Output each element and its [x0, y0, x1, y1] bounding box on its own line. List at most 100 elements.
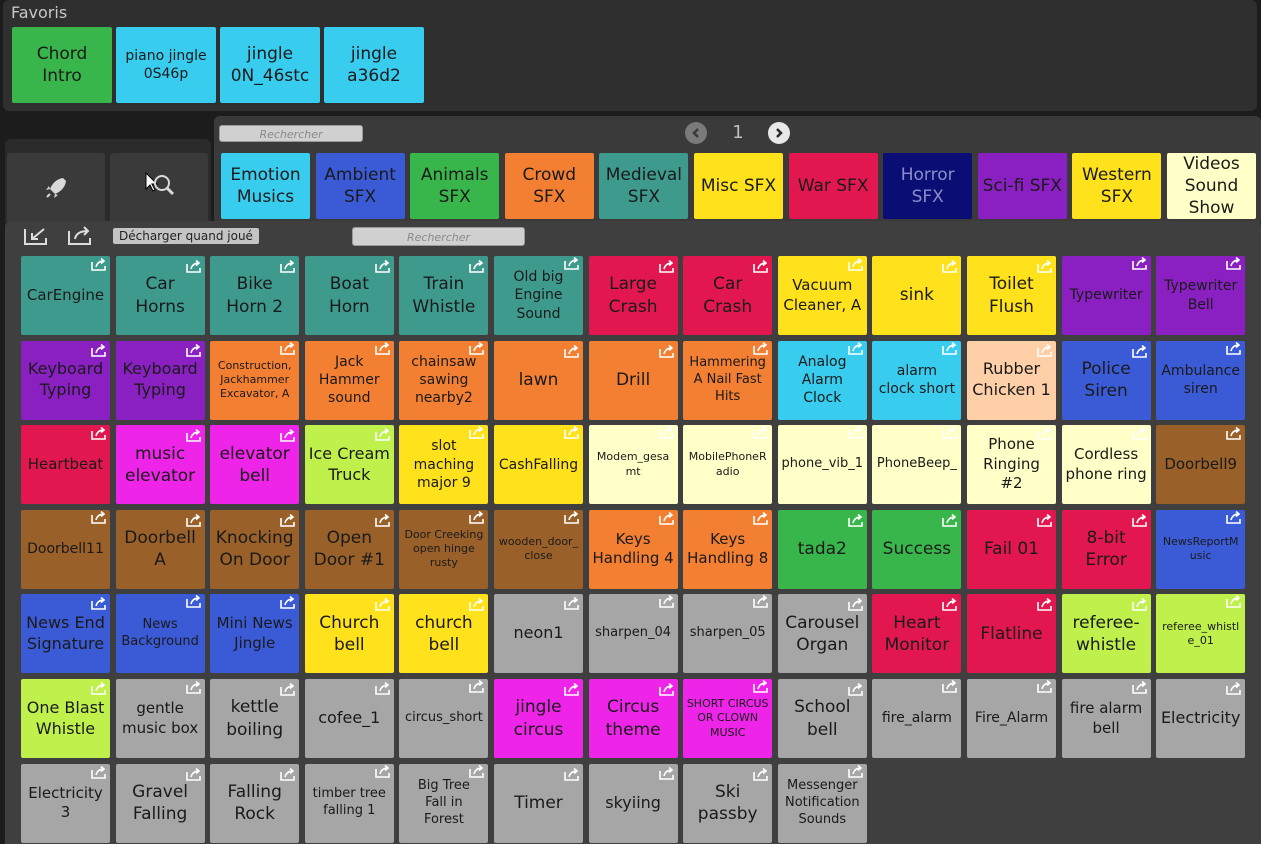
export-icon[interactable]: [185, 426, 202, 442]
export-icon[interactable]: [753, 679, 769, 693]
sound-tile[interactable]: Typewriter: [1061, 256, 1151, 335]
sound-tile[interactable]: Flatline: [967, 594, 1056, 674]
sound-tile[interactable]: Keyboard Typing: [21, 340, 110, 420]
export-icon[interactable]: [1131, 511, 1148, 527]
import-button[interactable]: [22, 225, 50, 251]
sound-tile[interactable]: Typewriter Bell: [1156, 256, 1246, 335]
sound-tile[interactable]: Analog Alarm Clock: [777, 340, 867, 420]
export-icon[interactable]: [658, 426, 675, 439]
export-icon[interactable]: [185, 257, 202, 273]
export-icon[interactable]: [847, 257, 864, 271]
sound-tile[interactable]: fire_alarm: [872, 679, 962, 758]
favorite-tile[interactable]: jingle 0N_46stc: [220, 27, 320, 103]
export-icon[interactable]: [374, 341, 391, 355]
export-icon[interactable]: [185, 765, 202, 781]
export-icon[interactable]: [91, 342, 107, 357]
export-icon[interactable]: [1131, 680, 1148, 694]
export-icon[interactable]: [847, 764, 864, 778]
sound-tile[interactable]: gentle music box: [115, 679, 205, 758]
export-icon[interactable]: [280, 680, 296, 696]
sound-tile[interactable]: Success: [872, 509, 962, 589]
export-icon[interactable]: [942, 679, 958, 693]
export-icon[interactable]: [1131, 256, 1148, 270]
export-icon[interactable]: [1037, 511, 1053, 527]
export-icon[interactable]: [942, 341, 958, 355]
export-icon[interactable]: [1226, 680, 1242, 695]
export-icon[interactable]: [753, 511, 769, 525]
export-icon[interactable]: [280, 341, 296, 355]
sound-tile[interactable]: Phone Ringing #2: [967, 425, 1056, 505]
sound-tile[interactable]: PhoneBeep_: [872, 425, 962, 505]
favorite-tile[interactable]: jingle a36d2: [324, 27, 424, 103]
export-icon[interactable]: [942, 595, 958, 612]
sound-tile[interactable]: referee_whistl e_01: [1156, 594, 1246, 674]
sound-tile[interactable]: Fire_Alarm: [967, 679, 1056, 758]
export-icon[interactable]: [847, 426, 864, 439]
sound-tile[interactable]: Rubber Chicken 1: [967, 340, 1056, 420]
export-icon[interactable]: [1226, 426, 1242, 440]
export-icon[interactable]: [564, 256, 580, 270]
sound-tile[interactable]: Toilet Flush: [967, 256, 1056, 335]
favorite-tile[interactable]: Chord Intro: [12, 27, 112, 103]
sound-tile[interactable]: One Blast Whistle: [21, 679, 110, 758]
export-icon[interactable]: [753, 257, 769, 273]
export-icon[interactable]: [374, 511, 391, 527]
export-icon[interactable]: [91, 765, 107, 779]
sound-tile[interactable]: Doorbell9: [1156, 425, 1246, 505]
category-tab[interactable]: Animals SFX: [410, 153, 500, 219]
export-icon[interactable]: [753, 765, 769, 781]
sound-tile[interactable]: circus_short: [399, 679, 489, 758]
export-icon[interactable]: [185, 680, 202, 694]
export-icon[interactable]: [280, 257, 296, 273]
sound-tile[interactable]: tada2: [777, 509, 867, 589]
category-tab[interactable]: Videos Sound Show: [1167, 153, 1256, 219]
export-icon[interactable]: [1226, 341, 1242, 355]
sound-tile[interactable]: Open Door #1: [304, 509, 394, 589]
export-icon[interactable]: [1131, 342, 1148, 358]
sound-tile[interactable]: elevator bell: [210, 425, 300, 505]
export-icon[interactable]: [469, 679, 485, 693]
export-icon[interactable]: [658, 511, 675, 525]
sound-tile[interactable]: Timer: [494, 763, 583, 843]
sound-tile[interactable]: phone_vib_1: [777, 425, 867, 505]
sound-tile[interactable]: Bike Horn 2: [210, 256, 300, 335]
category-tab[interactable]: Crowd SFX: [504, 153, 594, 219]
category-tab[interactable]: Sci-fi SFX: [977, 153, 1067, 219]
sound-tile[interactable]: Doorbell A: [115, 509, 205, 589]
sound-tile[interactable]: alarm clock short: [872, 340, 962, 420]
category-tab[interactable]: Ambient SFX: [315, 153, 405, 219]
export-icon[interactable]: [1131, 595, 1148, 612]
export-icon[interactable]: [91, 257, 107, 271]
export-button[interactable]: [66, 225, 94, 251]
sound-tile[interactable]: Car Crash: [683, 256, 773, 335]
search-tool-button[interactable]: [110, 153, 208, 223]
category-tab[interactable]: Horror SFX: [883, 153, 973, 219]
sound-tile[interactable]: Mini News Jingle: [210, 594, 300, 674]
sound-tile[interactable]: News End Signature: [21, 594, 110, 674]
sound-tile[interactable]: church bell: [399, 594, 489, 674]
category-tab[interactable]: Medieval SFX: [599, 153, 689, 219]
export-icon[interactable]: [374, 257, 391, 273]
sound-tile[interactable]: neon1: [494, 594, 583, 674]
sound-tile[interactable]: chainsaw sawing nearby2: [399, 340, 489, 420]
sound-tile[interactable]: fire alarm bell: [1061, 679, 1151, 758]
sound-tile[interactable]: NewsReportM usic: [1156, 509, 1246, 589]
sound-tile[interactable]: School bell: [777, 679, 867, 758]
export-icon[interactable]: [564, 342, 580, 358]
sound-tile[interactable]: Electricity: [1156, 679, 1246, 758]
sound-tile[interactable]: Heart Monitor: [872, 594, 962, 674]
sound-tile[interactable]: MobilePhoneR adio: [683, 425, 773, 505]
export-icon[interactable]: [942, 511, 958, 527]
export-icon[interactable]: [847, 341, 864, 355]
sound-tile[interactable]: Ambulance siren: [1156, 340, 1246, 420]
sound-tile[interactable]: Fail 01: [967, 509, 1056, 589]
sound-tile[interactable]: Large Crash: [588, 256, 678, 335]
sound-tile[interactable]: Falling Rock: [210, 763, 300, 843]
export-icon[interactable]: [469, 257, 485, 273]
export-icon[interactable]: [469, 510, 485, 524]
sound-tile[interactable]: Knocking On Door: [210, 509, 300, 589]
export-icon[interactable]: [564, 595, 580, 611]
sound-tile[interactable]: Big Tree Fall in Forest: [399, 763, 489, 843]
export-icon[interactable]: [91, 680, 107, 695]
sound-tile[interactable]: 8-bit Error: [1061, 509, 1151, 589]
